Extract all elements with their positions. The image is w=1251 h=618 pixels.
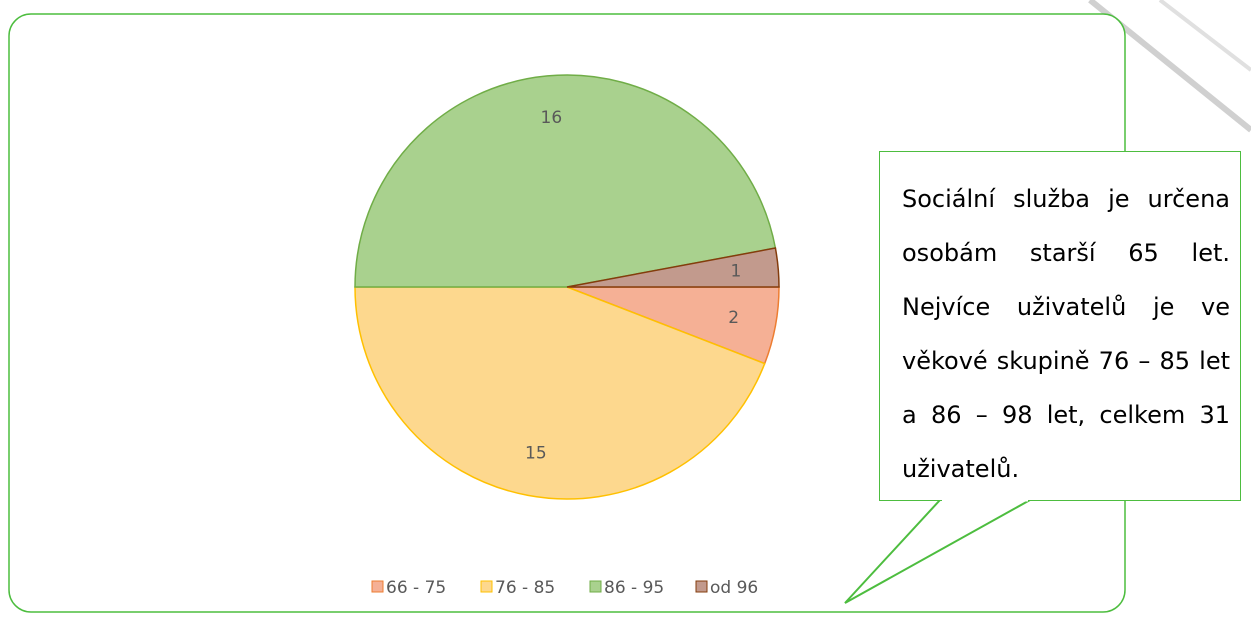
data-label: 1 — [730, 261, 741, 281]
legend-swatch — [371, 580, 384, 593]
pie-slice — [566, 247, 780, 288]
legend: 66 - 75 76 - 85 86 - 95 od 96 — [371, 578, 758, 598]
data-label: 2 — [728, 308, 739, 328]
legend-label: od 96 — [710, 578, 758, 598]
pie: 2 15 16 1 — [354, 74, 780, 500]
data-label: 16 — [541, 108, 563, 128]
legend-label: 86 - 95 — [604, 578, 664, 598]
legend-swatch — [695, 580, 708, 593]
decoration — [1158, 0, 1251, 72]
pie-slice — [354, 74, 777, 288]
data-label: 15 — [525, 444, 547, 464]
pie-slice — [354, 286, 766, 500]
legend-swatch — [480, 580, 493, 593]
legend-label: 66 - 75 — [386, 578, 446, 598]
legend-swatch — [589, 580, 602, 593]
legend-label: 76 - 85 — [495, 578, 555, 598]
annotation: Sociální služba je určena osobám starší … — [880, 152, 1240, 500]
